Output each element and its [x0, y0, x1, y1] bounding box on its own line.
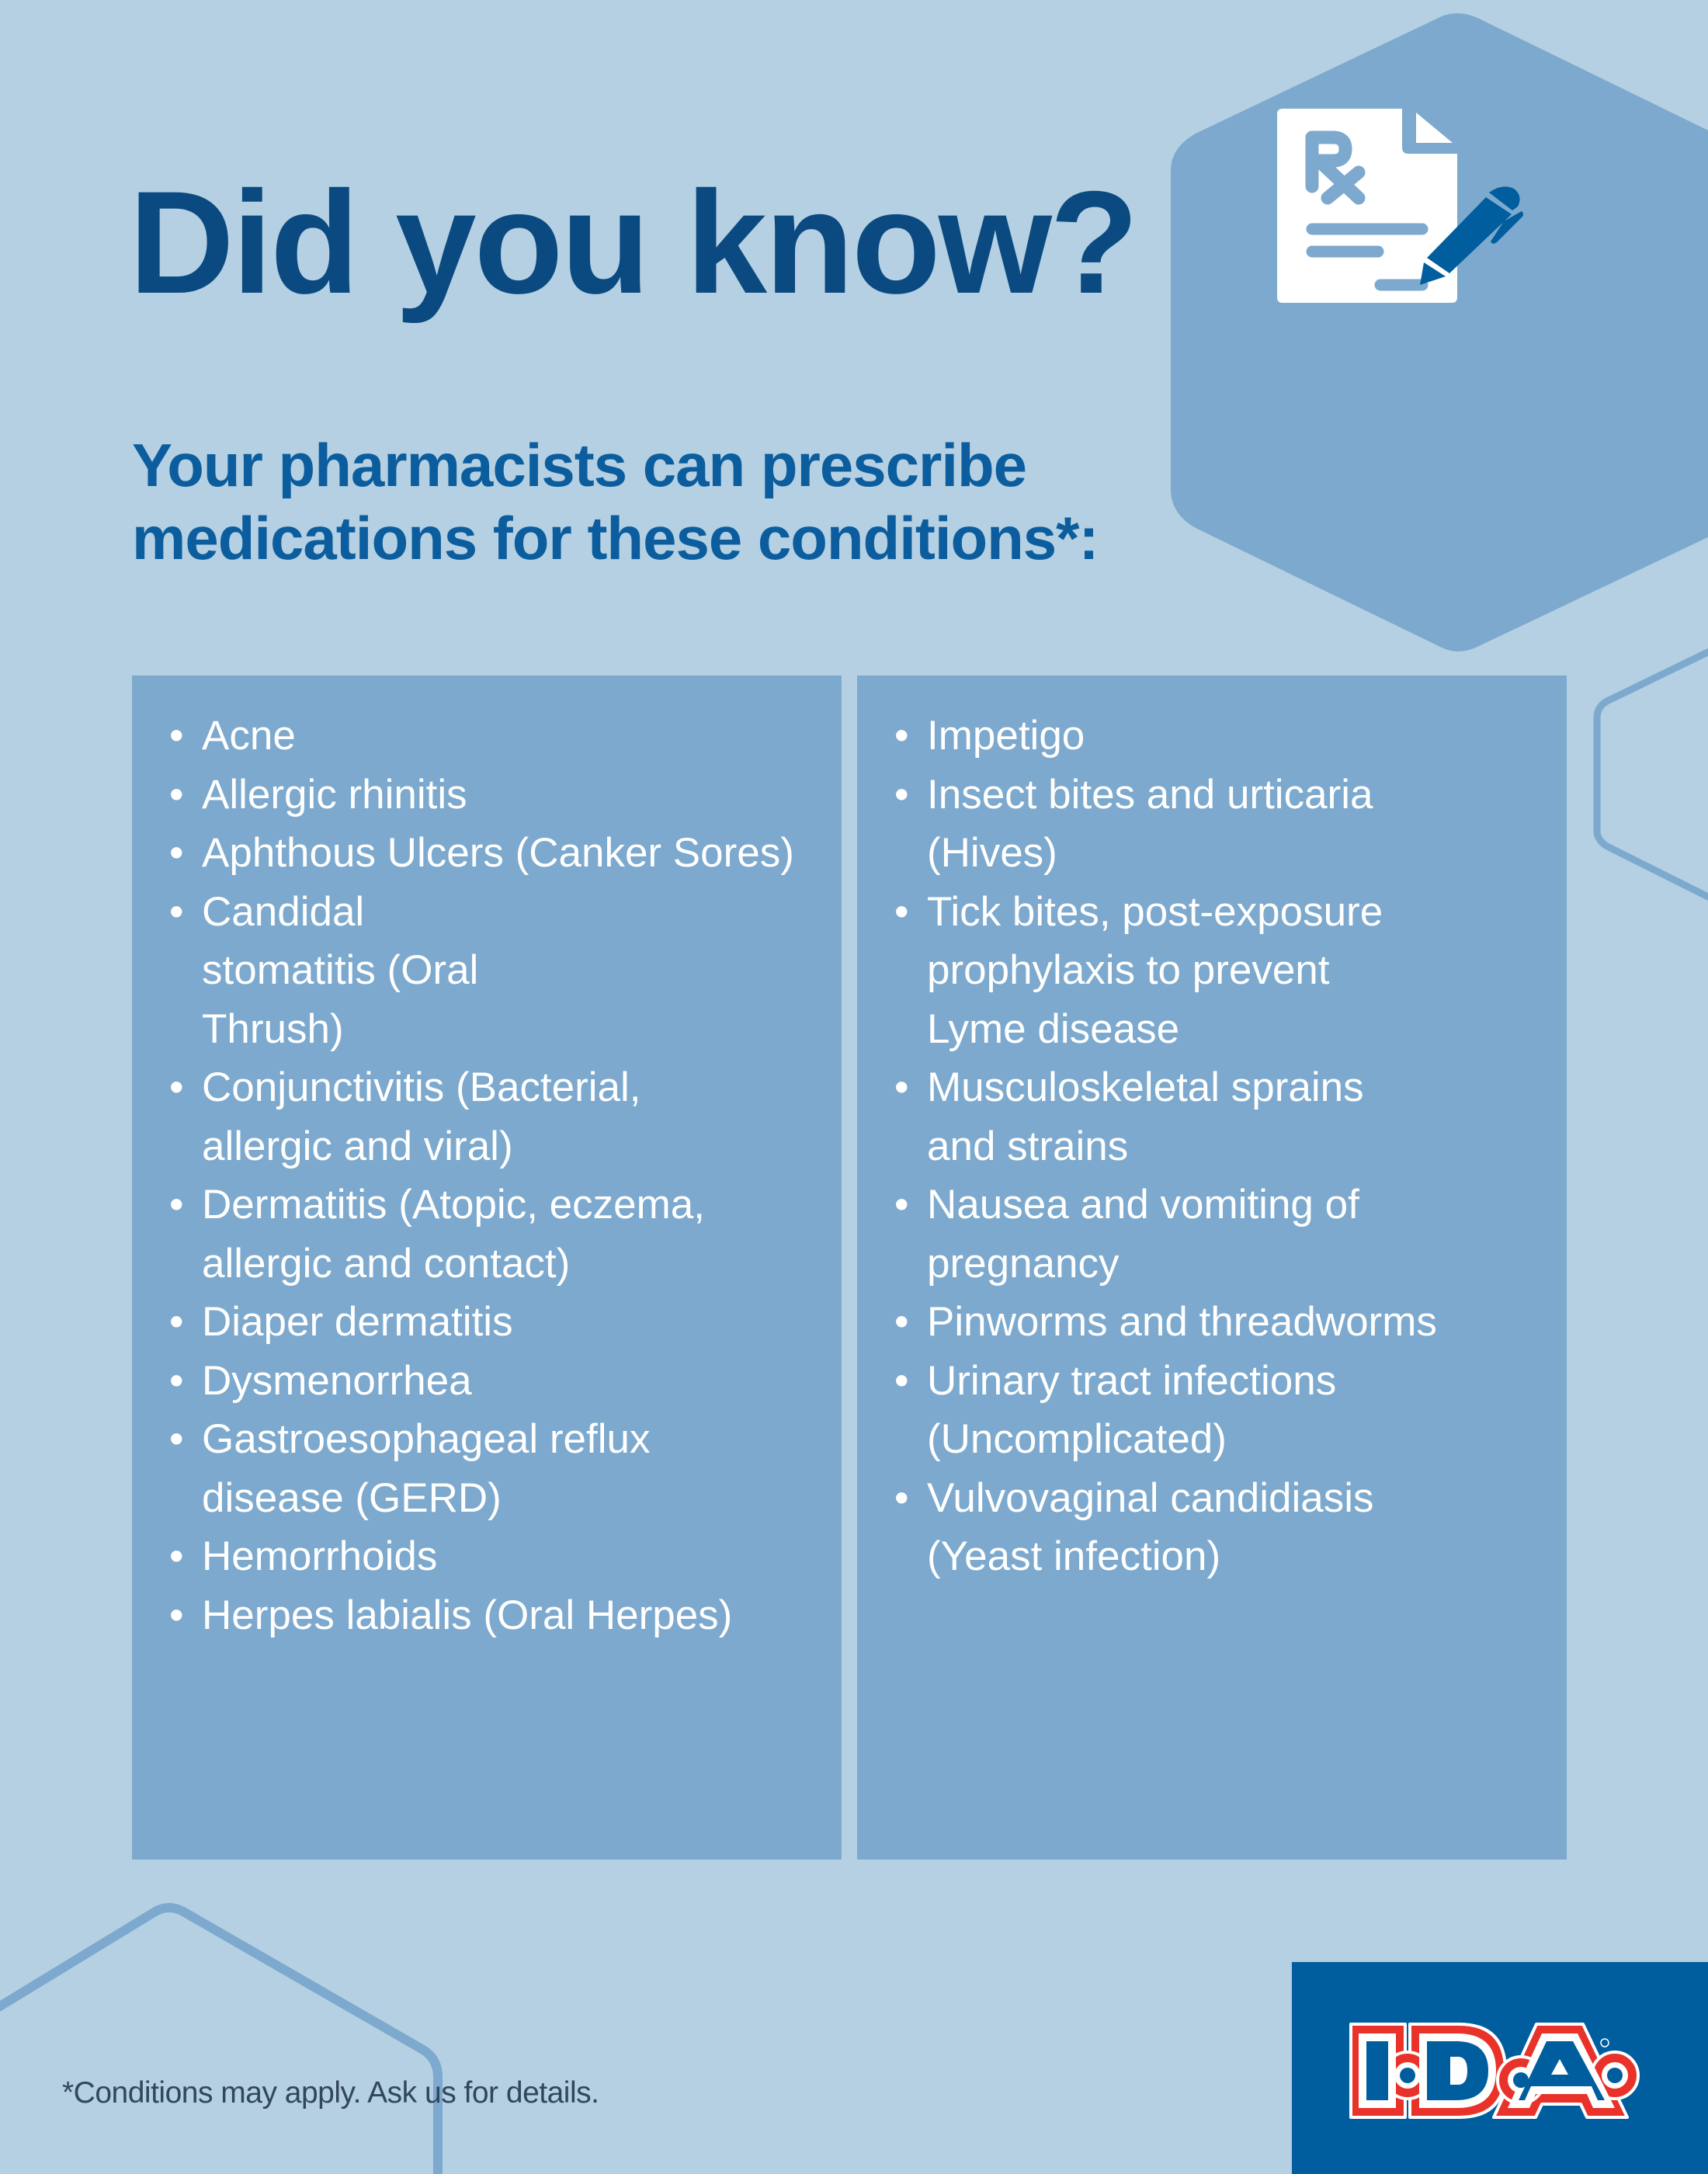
subtitle-line-1: Your pharmacists can prescribe — [132, 431, 1027, 499]
hexagon-shape — [1171, 13, 1708, 651]
condition-item: Diaper dermatitis — [169, 1293, 842, 1352]
page-subtitle: Your pharmacists can prescribe medicatio… — [132, 429, 1099, 575]
subtitle-line-2: medications for these conditions*: — [132, 504, 1099, 572]
condition-item: Herpes labialis (Oral Herpes) — [169, 1586, 842, 1645]
condition-item: Nausea and vomiting of pregnancy — [894, 1176, 1408, 1293]
rx-symbol-icon — [1305, 130, 1366, 205]
conditions-panel-left: Acne Allergic rhinitis Aphthous Ulcers (… — [132, 675, 842, 1860]
hexagon-outline-bottom-left — [0, 1903, 443, 2174]
pen-icon — [1420, 186, 1523, 285]
ida-logo-mark — [1349, 2023, 1640, 2119]
condition-item: Dysmenorrhea — [169, 1352, 842, 1411]
condition-item: Conjunctivitis (Bacterial, allergic and … — [169, 1058, 699, 1176]
page-title: Did you know? — [129, 161, 1139, 324]
condition-item: Urinary tract infections (Uncomplicated) — [894, 1352, 1424, 1469]
hexagon-outline-right — [1593, 648, 1708, 901]
condition-item: Tick bites, post-exposure prophylaxis to… — [894, 883, 1424, 1059]
condition-item: Aphthous Ulcers (Canker Sores) — [169, 824, 842, 883]
conditions-list-right: Impetigo Insect bites and urticaria (Hiv… — [857, 675, 1567, 1586]
condition-item: Allergic rhinitis — [169, 766, 842, 825]
condition-item: Candidal stomatitis (Oral Thrush) — [169, 883, 536, 1059]
ida-logo — [1292, 1962, 1708, 2174]
conditions-list-left: Acne Allergic rhinitis Aphthous Ulcers (… — [132, 675, 842, 1644]
conditions-panel-right: Impetigo Insect bites and urticaria (Hiv… — [857, 675, 1567, 1860]
condition-item: Pinworms and threadworms — [894, 1293, 1567, 1352]
condition-item: Dermatitis (Atopic, eczema, allergic and… — [169, 1176, 745, 1293]
condition-item: Acne — [169, 707, 842, 766]
condition-item: Impetigo — [894, 707, 1567, 766]
condition-item: Insect bites and urticaria (Hives) — [894, 766, 1439, 883]
prescription-document-icon — [1277, 109, 1523, 303]
condition-item: Gastroesophageal reflux disease (GERD) — [169, 1410, 699, 1527]
condition-item: Musculoskeletal sprains and strains — [894, 1058, 1408, 1176]
condition-item: Hemorrhoids — [169, 1527, 842, 1586]
condition-item: Vulvovaginal candidiasis (Yeast infectio… — [894, 1469, 1439, 1586]
footnote: *Conditions may apply. Ask us for detail… — [62, 2076, 599, 2110]
